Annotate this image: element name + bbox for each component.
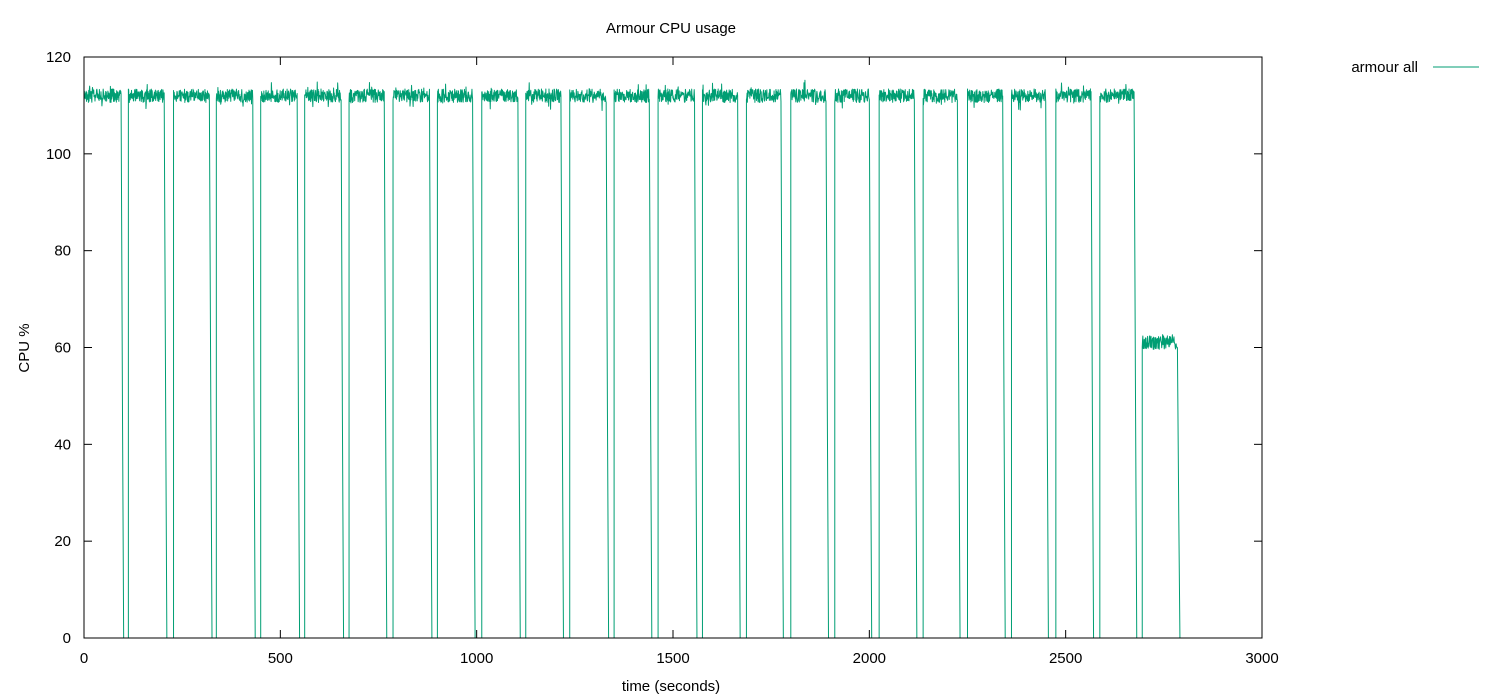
series-line-armour-all <box>83 79 1181 639</box>
y-axis-label: CPU % <box>16 323 33 372</box>
y-tick-label: 120 <box>46 49 71 66</box>
x-tick-label: 1000 <box>460 650 493 667</box>
y-tick-label: 0 <box>63 630 71 647</box>
x-tick-label: 2000 <box>853 650 886 667</box>
plot-frame <box>83 56 1263 639</box>
y-tick-label: 40 <box>54 436 71 453</box>
y-tick-label: 60 <box>54 340 71 357</box>
x-tick-label: 500 <box>268 650 293 667</box>
axis-ticks: 0 20 40 60 80 100 120 0 500 1000 1500 2000 2500 3000 <box>46 49 1279 667</box>
legend: armour all <box>1351 59 1479 76</box>
x-tick-label: 2500 <box>1049 650 1082 667</box>
y-tick-label: 100 <box>46 146 71 163</box>
x-tick-label: 1500 <box>656 650 689 667</box>
chart-title: Armour CPU usage <box>606 20 736 37</box>
y-tick-label: 80 <box>54 243 71 260</box>
x-tick-label: 0 <box>80 650 88 667</box>
series-layer <box>83 79 1181 639</box>
x-axis-label: time (seconds) <box>622 678 720 695</box>
x-tick-label: 3000 <box>1245 650 1278 667</box>
legend-label: armour all <box>1351 59 1418 76</box>
y-tick-label: 20 <box>54 533 71 550</box>
